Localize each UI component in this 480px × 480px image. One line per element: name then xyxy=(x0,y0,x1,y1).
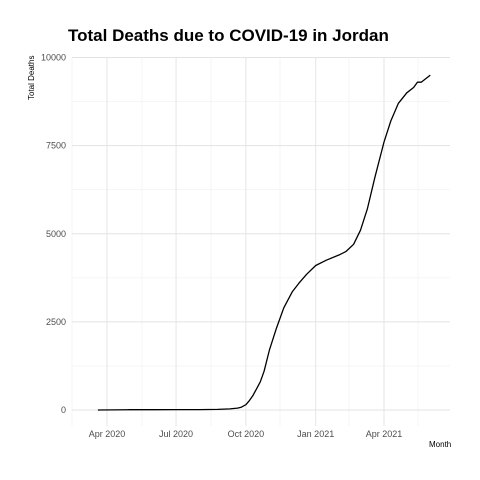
series-line xyxy=(97,74,431,411)
y-tick-label: 10000 xyxy=(41,53,66,63)
x-tick-label: Apr 2020 xyxy=(89,429,126,439)
y-tick-label: 5000 xyxy=(46,229,66,239)
y-tick-label: 0 xyxy=(61,405,66,415)
x-tick-label: Jan 2021 xyxy=(297,429,334,439)
y-tick-label: 7500 xyxy=(46,141,66,151)
x-tick-label: Jul 2020 xyxy=(159,429,193,439)
x-axis-label: Month xyxy=(429,440,452,449)
chart-title: Total Deaths due to COVID-19 in Jordan xyxy=(68,26,389,45)
y-tick-label: 2500 xyxy=(46,317,66,327)
x-tick-label: Apr 2021 xyxy=(366,429,403,439)
x-tick-label: Oct 2020 xyxy=(228,429,265,439)
